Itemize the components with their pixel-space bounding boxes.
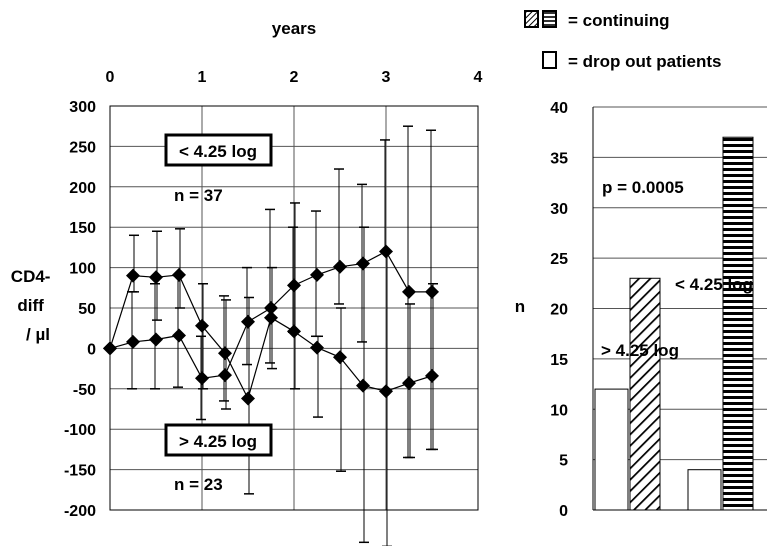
left-y-tick-label: 0 [87,341,96,358]
left-x-tick-label: 0 [106,69,115,86]
right-y-tick-label: 35 [550,150,568,167]
legend-swatch-drop-out [542,51,557,69]
data-point-diamond [103,341,117,356]
y-axis-title: CD4- diff / µl [11,267,55,344]
y-axis-title-line-3: / µl [26,325,50,344]
left-y-tick-label: 50 [78,301,96,318]
data-point-diamond [264,301,278,315]
data-point-diamond [241,391,255,406]
legend: = continuing = drop out patients [524,10,721,71]
right-bars [594,136,754,511]
data-point-diamond [310,340,324,355]
annotation-box-high [164,423,273,457]
data-point-diamond [356,256,370,271]
left-y-tick-label: 150 [69,220,96,237]
right-y-tick-label: 5 [559,453,568,470]
annotation-low-viral-load: < 4.25 log [179,142,257,161]
data-point-diamond [356,378,370,393]
left-x-tick-label: 4 [474,69,483,86]
right-y-tick-label: 10 [550,402,568,419]
y-axis-title-line-1: CD4- [11,267,51,286]
left-y-tick-label: 200 [69,180,96,197]
right-y-tick-label: 30 [550,201,568,218]
annotation-p-value: p = 0.0005 [602,178,684,197]
legend-swatch-continuing-horizontal [542,10,557,28]
left-markers [103,244,439,406]
left-y-tick-label: -100 [64,422,96,439]
data-point-diamond [172,328,186,343]
legend-label-drop-out: = drop out patients [568,52,721,71]
data-point-diamond [218,368,232,383]
data-point-diamond [379,244,393,259]
left-y-tick-label: -50 [73,382,96,399]
left-y-tick-label: 300 [69,99,96,116]
data-point-diamond [287,324,301,339]
annotation-high-viral-load: > 4.25 log [179,432,257,451]
left-x-tick-labels: 0 1 2 3 4 [106,69,483,86]
data-point-diamond [402,284,416,299]
left-x-tick-label: 1 [198,69,207,86]
data-point-diamond [264,310,278,325]
left-plot-frame [109,105,479,511]
left-y-tick-label: -150 [64,463,96,480]
bar-continuing [722,136,754,511]
left-x-tick-label: 3 [382,69,391,86]
bar-drop-out [594,388,629,511]
data-point-diamond [310,267,324,282]
right-y-tick-label: 25 [550,251,568,268]
right-y-tick-label: 40 [550,100,568,117]
annotation-n-37: n = 37 [174,186,223,205]
right-y-tick-labels: 40 35 30 25 20 15 10 5 0 [550,100,568,520]
right-y-tick-label: 15 [550,352,568,369]
left-y-tick-label: -200 [64,503,96,520]
data-point-diamond [195,318,209,333]
data-point-diamond [287,278,301,293]
left-y-tick-label: 250 [69,139,96,156]
left-x-tick-label: 2 [290,69,299,86]
data-point-diamond [333,259,347,274]
x-axis-title-years: years [272,19,316,38]
data-point-diamond [425,284,439,299]
data-point-diamond [425,368,439,383]
bar-continuing [629,277,661,511]
data-point-diamond [218,346,232,361]
annotation-bar-low: < 4.25 log [675,275,753,294]
data-point-diamond [149,270,163,285]
data-point-diamond [195,371,209,386]
data-point-diamond [172,267,186,282]
annotation-box-low [164,133,273,167]
bar-drop-out [687,469,722,511]
left-y-tick-label: 100 [69,261,96,278]
right-y-axis-title: n [515,297,525,316]
data-point-diamond [149,332,163,347]
data-point-diamond [126,334,140,349]
legend-label-continuing: = continuing [568,11,670,30]
right-y-tick-label: 0 [559,503,568,520]
annotation-n-23: n = 23 [174,475,223,494]
data-point-diamond [241,314,255,329]
data-point-diamond [379,384,393,399]
data-point-diamond [333,350,347,365]
annotation-bar-high: > 4.25 log [601,341,679,360]
left-y-tick-labels: 300 250 200 150 100 50 0 -50 -100 -150 -200 [64,99,96,520]
right-y-tick-label: 20 [550,302,568,319]
y-axis-title-line-2: diff [17,296,44,315]
data-point-diamond [402,376,416,391]
patient-count-chart: 40 35 30 25 20 15 10 5 0 n = continuing = drop o… [515,10,767,520]
data-point-diamond [126,268,140,283]
legend-swatch-continuing-diagonal [524,10,539,28]
